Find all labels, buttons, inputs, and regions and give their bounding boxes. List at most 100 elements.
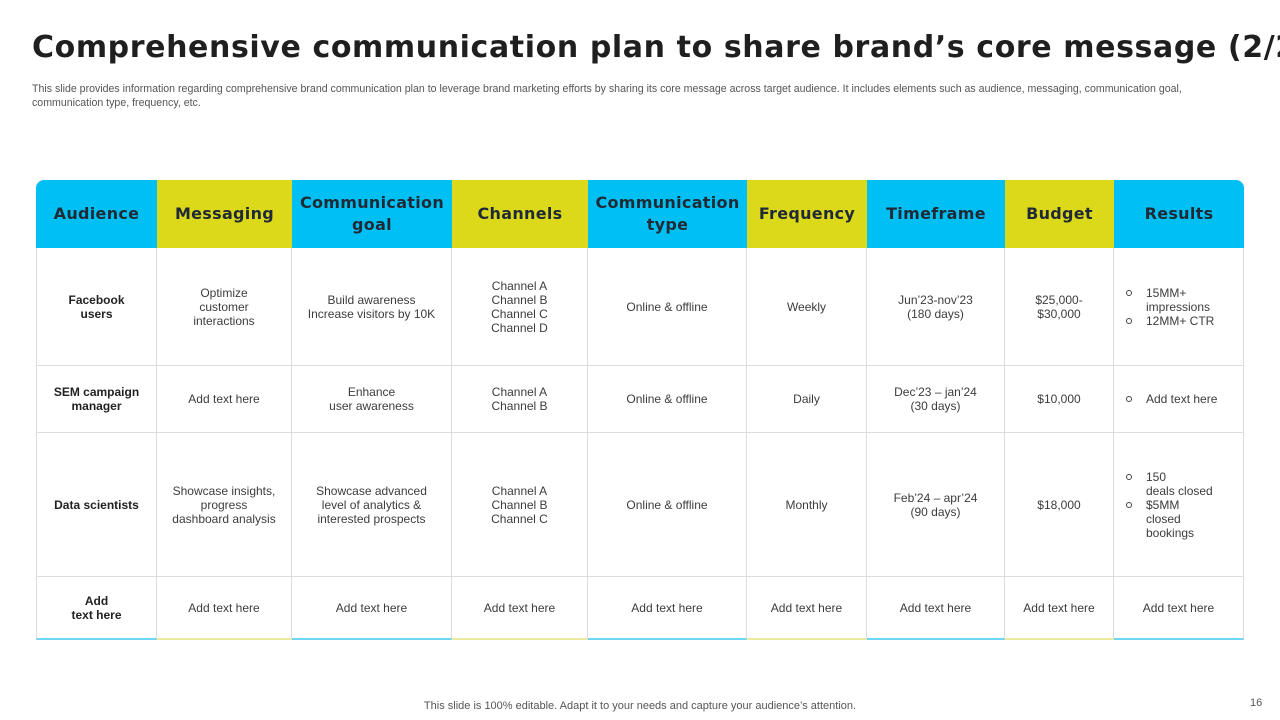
cell-line: users — [80, 306, 113, 321]
cell-line: Optimize — [200, 285, 248, 300]
cell-line: Channel C — [491, 306, 548, 321]
cell-channels: Channel A Channel B Channel C Channel D — [452, 248, 588, 366]
circle-bullet-icon — [1126, 473, 1132, 480]
cell-messaging: Showcase insights, progress dashboard an… — [157, 433, 292, 577]
table-row: SEM campaign manager Add text here Enhan… — [36, 366, 1244, 433]
results-item: Add text here — [1126, 392, 1235, 406]
results-item: 15MM+ impressions — [1126, 286, 1235, 314]
results-item: 12MM+ CTR — [1126, 314, 1235, 328]
cell-line: Build awareness — [327, 292, 416, 307]
cell-line: $30,000 — [1037, 306, 1081, 321]
cell-line: user awareness — [329, 399, 414, 413]
cell-frequency: Add text here — [747, 577, 867, 640]
header-communication-type: Communication type — [588, 180, 747, 248]
cell-line: 150 — [1146, 469, 1167, 484]
results-list: 15MM+ impressions 12MM+ CTR — [1126, 286, 1235, 328]
cell-channels: Channel A Channel B — [452, 366, 588, 433]
cell-messaging: Optimize customer interactions — [157, 248, 292, 366]
cell-line: interested prospects — [317, 511, 426, 526]
results-list: Add text here — [1126, 392, 1235, 406]
circle-bullet-icon — [1126, 289, 1132, 296]
cell-frequency: Monthly — [747, 433, 867, 577]
cell-audience: Data scientists — [36, 433, 157, 577]
cell-channels: Add text here — [452, 577, 588, 640]
cell-line: dashboard analysis — [172, 511, 276, 526]
slide-subtitle: This slide provides information regardin… — [32, 83, 1182, 109]
cell-line: Dec’23 – jan’24 — [894, 385, 977, 399]
cell-messaging: Add text here — [157, 366, 292, 433]
table-row: Add text here Add text here Add text her… — [36, 577, 1244, 640]
cell-line: bookings — [1146, 525, 1195, 540]
cell-line: (90 days) — [910, 504, 961, 519]
cell-messaging: Add text here — [157, 577, 292, 640]
cell-line: $5MM — [1146, 497, 1180, 512]
cell-line: Increase visitors by 10K — [307, 306, 436, 321]
cell-line: (180 days) — [907, 306, 964, 321]
cell-line: (30 days) — [910, 399, 961, 413]
cell-audience: Add text here — [36, 577, 157, 640]
cell-line: Channel C — [491, 511, 548, 526]
cell-communication-type: Add text here — [588, 577, 747, 640]
cell-line: Channel B — [491, 399, 548, 413]
cell-budget: $25,000- $30,000 — [1005, 248, 1114, 366]
cell-communication-goal: Showcase advanced level of analytics & i… — [292, 433, 452, 577]
cell-line: Add text here — [1146, 392, 1218, 406]
header-channels: Channels — [452, 180, 588, 248]
cell-line: closed — [1146, 511, 1181, 526]
cell-line: Channel B — [491, 292, 548, 307]
cell-line: progress — [200, 497, 248, 512]
cell-results: 150 deals closed $5MM closed bookings — [1114, 433, 1244, 577]
cell-frequency: Weekly — [747, 248, 867, 366]
cell-line: Jun’23-nov’23 — [898, 292, 973, 307]
cell-results: Add text here — [1114, 366, 1244, 433]
cell-line: Channel A — [491, 385, 548, 399]
cell-line: $25,000- — [1035, 292, 1083, 307]
table-row: Data scientists Showcase insights, progr… — [36, 433, 1244, 577]
cell-line: Enhance — [347, 385, 396, 399]
circle-bullet-icon — [1126, 501, 1132, 508]
cell-budget: $18,000 — [1005, 433, 1114, 577]
cell-budget: Add text here — [1005, 577, 1114, 640]
cell-timeframe: Feb’24 – apr’24 (90 days) — [867, 433, 1005, 577]
table-row: Facebook users Optimize customer interac… — [36, 248, 1244, 366]
cell-line: customer — [199, 299, 249, 314]
cell-line: manager — [71, 399, 122, 413]
cell-line: impressions — [1146, 299, 1211, 314]
cell-frequency: Daily — [747, 366, 867, 433]
cell-line: Showcase advanced — [316, 483, 427, 498]
cell-line: $18,000 — [1037, 497, 1081, 512]
cell-channels: Channel A Channel B Channel C — [452, 433, 588, 577]
cell-line: Channel A — [491, 278, 548, 293]
cell-communication-goal: Add text here — [292, 577, 452, 640]
cell-line: Add text here — [188, 392, 260, 406]
cell-line: SEM campaign — [53, 385, 140, 399]
circle-bullet-icon — [1126, 317, 1132, 324]
header-budget: Budget — [1005, 180, 1114, 248]
header-messaging: Messaging — [157, 180, 292, 248]
cell-budget: $10,000 — [1005, 366, 1114, 433]
cell-communication-goal: Enhance user awareness — [292, 366, 452, 433]
header-frequency: Frequency — [747, 180, 867, 248]
cell-communication-type: Online & offline — [588, 366, 747, 433]
cell-line: Channel D — [491, 320, 548, 335]
cell-line: Daily — [793, 392, 820, 406]
results-item: 150 deals closed — [1126, 470, 1235, 498]
cell-line: Channel A — [491, 483, 548, 498]
header-timeframe: Timeframe — [867, 180, 1005, 248]
cell-results: Add text here — [1114, 577, 1244, 640]
cell-timeframe: Jun’23-nov’23 (180 days) — [867, 248, 1005, 366]
results-item: $5MM closed bookings — [1126, 498, 1235, 540]
results-list: 150 deals closed $5MM closed bookings — [1126, 470, 1235, 540]
cell-audience: Facebook users — [36, 248, 157, 366]
cell-line: Weekly — [786, 299, 827, 314]
cell-line: Online & offline — [626, 392, 708, 406]
header-row: Audience Messaging Communication goal Ch… — [36, 180, 1244, 248]
header-audience: Audience — [36, 180, 157, 248]
cell-line: Channel B — [491, 497, 548, 512]
cell-line: $10,000 — [1037, 392, 1081, 406]
cell-line: Monthly — [785, 497, 828, 512]
cell-line: level of analytics & — [321, 497, 422, 512]
cell-line: interactions — [193, 313, 255, 328]
cell-timeframe: Dec’23 – jan’24 (30 days) — [867, 366, 1005, 433]
cell-communication-goal: Build awareness Increase visitors by 10K — [292, 248, 452, 366]
